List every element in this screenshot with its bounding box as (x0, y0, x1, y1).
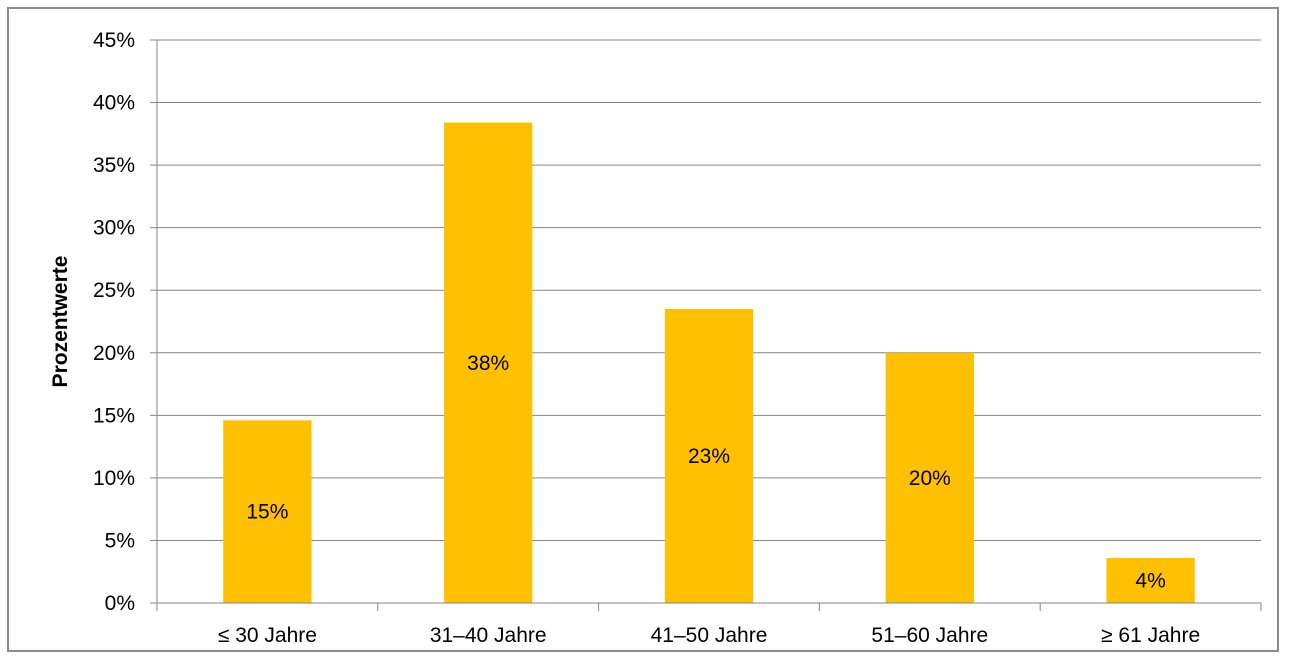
data-label: 38% (467, 352, 509, 375)
labels: 0% 5% 10% 15% 20% 25% 30% 35% 40% 45% 15% 38% 23% 20%… (93, 29, 1200, 647)
x-tick-label: 31–40 Jahre (430, 624, 547, 647)
bar (444, 122, 533, 603)
y-tick-label: 10% (93, 467, 135, 490)
chart-frame (7, 7, 1279, 652)
bar (885, 352, 974, 603)
y-tick-label: 20% (93, 342, 135, 365)
bar (223, 420, 312, 603)
bars (223, 122, 1195, 603)
y-axis-title: Prozentwerte (49, 256, 72, 388)
y-tick-label: 35% (93, 154, 135, 177)
y-tick-label: 30% (93, 217, 135, 240)
y-tick-label: 25% (93, 279, 135, 302)
y-tick-label: 45% (93, 29, 135, 52)
y-tick-label: 0% (105, 592, 135, 615)
data-label: 20% (909, 467, 951, 490)
bar (664, 308, 754, 603)
gridlines (157, 39, 1261, 541)
x-tick-label: 41–50 Jahre (651, 624, 768, 647)
data-label: 4% (1135, 569, 1165, 592)
x-tick-label: 51–60 Jahre (871, 624, 988, 647)
y-tick-label: 40% (93, 92, 135, 115)
x-tick-label: ≥ 61 Jahre (1101, 624, 1200, 647)
data-label: 15% (246, 501, 288, 524)
bar (1106, 557, 1195, 603)
data-label: 23% (688, 445, 730, 468)
y-tick-label: 15% (93, 404, 135, 427)
x-tick-label: ≤ 30 Jahre (218, 624, 317, 647)
y-tick-label: 5% (105, 529, 135, 552)
axes (150, 39, 1262, 611)
